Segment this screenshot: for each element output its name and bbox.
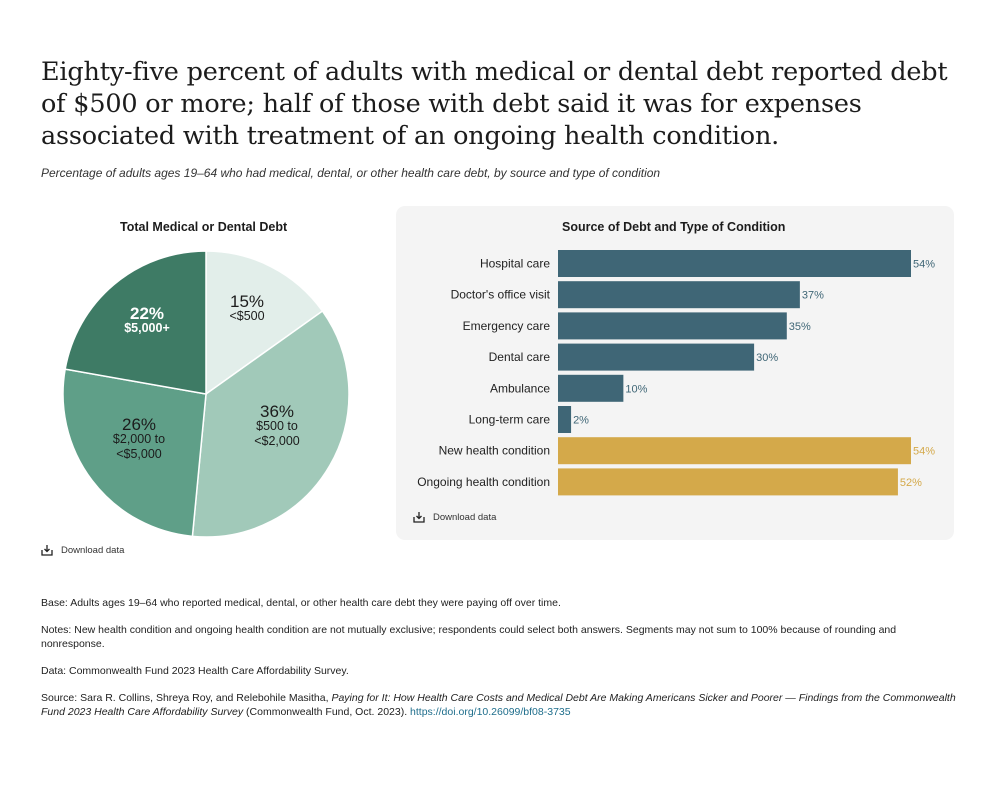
bar-category-label: Doctor's office visit <box>451 288 551 302</box>
pie-label-2000-to-5000: 26% $2,000 to <$5,000 <box>94 415 184 462</box>
pie-label-under-500: 15% <$500 <box>207 292 287 324</box>
bar-value-label: 35% <box>789 321 811 333</box>
bar-4 <box>558 374 624 402</box>
bar-0 <box>558 250 911 277</box>
pie-label-pct: 26% <box>121 415 157 434</box>
pie-slice-0 <box>205 250 324 396</box>
bar-value-label: 2% <box>573 415 589 427</box>
bar-category-label: New health condition <box>439 444 550 458</box>
pie-slice-2 <box>62 368 207 538</box>
base-note: Base: Adults ages 19–64 who reported med… <box>41 597 561 609</box>
bar-value-label: 54% <box>913 446 935 458</box>
pie-label-5000-plus: 22% $5,000+ <box>106 304 188 336</box>
bar-value-label: 30% <box>756 352 778 364</box>
bar-1 <box>558 281 800 309</box>
pie-slice-1 <box>191 310 350 538</box>
bar-value-label: 52% <box>900 477 922 489</box>
bar-6 <box>558 437 911 465</box>
pie-slice-3 <box>64 250 207 395</box>
footnotes: Base: Adults ages 19–64 who reported med… <box>41 596 956 732</box>
data-note: Data: Commonwealth Fund 2023 Health Care… <box>41 665 349 677</box>
source-note: Source: Sara R. Collins, Shreya Roy, and… <box>41 691 956 719</box>
bar-title: Source of Debt and Type of Condition <box>562 220 786 234</box>
source-link[interactable]: https://doi.org/10.26099/bf08-3735 <box>410 706 571 718</box>
pie-label-500-to-2000: 36% $500 to <$2,000 <box>232 402 322 449</box>
bar-value-label: 54% <box>913 259 935 271</box>
pie-title: Total Medical or Dental Debt <box>120 220 288 234</box>
pie-label-pct: 36% <box>259 402 295 421</box>
pie-label-cat: $5,000+ <box>124 321 170 335</box>
bar-category-label: Ambulance <box>490 381 550 395</box>
pie-label-pct: 15% <box>229 292 265 311</box>
bar-panel: Source of Debt and Type of Condition Hos… <box>396 206 954 540</box>
chart-title: Eighty-five percent of adults with medic… <box>41 57 948 151</box>
bar-category-label: Emergency care <box>463 319 551 333</box>
download-label: Download data <box>433 511 497 523</box>
bar-3 <box>558 343 755 371</box>
source-suffix: (Commonwealth Fund, Oct. 2023). <box>243 706 411 718</box>
bar-value-label: 10% <box>625 383 647 395</box>
bar-download-button[interactable]: Download data <box>413 511 496 523</box>
pie-label-pct: 22% <box>129 304 165 323</box>
bar-chart: Hospital care 54% Doctor's office visit 37%… <box>417 250 935 496</box>
download-label: Download data <box>61 544 125 556</box>
bar-category-label: Hospital care <box>480 257 550 271</box>
bar-category-label: Ongoing health condition <box>417 475 550 489</box>
bar-category-label: Long-term care <box>469 413 551 427</box>
bar-value-label: 37% <box>802 290 824 302</box>
pie-chart <box>62 250 350 538</box>
source-prefix: Source: Sara R. Collins, Shreya Roy, and… <box>41 692 332 704</box>
bar-5 <box>558 406 572 433</box>
chart-subtitle: Percentage of adults ages 19–64 who had … <box>41 166 661 180</box>
pie-label-cat: <$500 <box>229 309 265 323</box>
source-title: Paying for It: How Health Care Costs and… <box>41 692 956 718</box>
pie-label-cat: <$2,000 <box>254 434 300 448</box>
pie-download-button[interactable]: Download data <box>41 544 124 556</box>
download-icon <box>41 545 53 556</box>
notes-note: Notes: New health condition and ongoing … <box>41 624 897 650</box>
bar-2 <box>558 312 787 340</box>
pie-label-cat: <$5,000 <box>116 447 162 461</box>
pie-label-cat: $2,000 to <box>112 432 166 446</box>
pie-label-cat: $500 to <box>256 419 298 433</box>
bar-7 <box>558 468 898 496</box>
download-icon <box>413 512 425 523</box>
bar-category-label: Dental care <box>489 350 551 364</box>
